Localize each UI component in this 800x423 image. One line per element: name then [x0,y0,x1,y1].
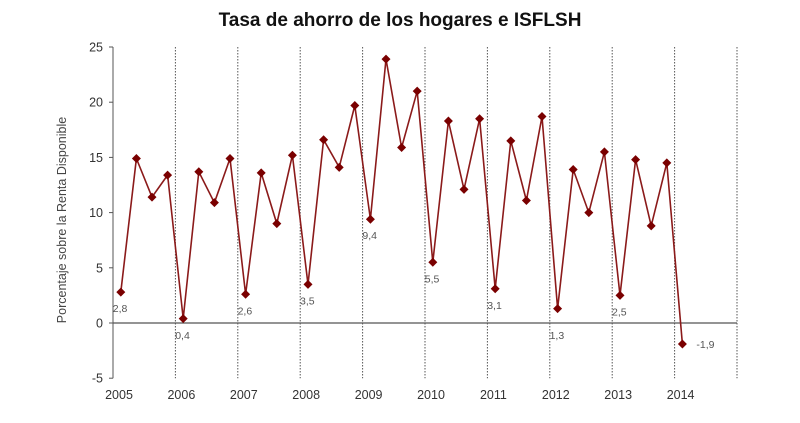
x-tick-label: 2009 [355,388,383,402]
x-tick-label: 2011 [480,388,507,402]
x-tick-label: 2013 [604,388,632,402]
data-label: 1,3 [550,330,565,342]
data-point-marker [303,279,313,289]
data-point-marker [365,214,375,224]
data-point-marker [116,287,126,297]
y-tick-label: 15 [89,151,103,165]
data-point-marker [677,339,687,349]
data-point-marker [178,314,188,324]
data-label: 2,5 [612,306,627,318]
x-tick-label: 2005 [105,388,133,402]
data-point-marker [147,192,157,202]
data-point-marker [443,116,453,126]
data-point-marker [272,219,282,229]
data-point-marker [381,54,391,64]
data-point-marker [319,135,329,145]
data-series [116,54,687,349]
y-axis-label: Porcentaje sobre la Renta Disponible [55,117,69,323]
y-tick-label: 25 [89,41,103,55]
data-point-marker [490,284,500,294]
data-point-marker [334,162,344,172]
data-label: 3,5 [300,295,315,307]
chart-title: Tasa de ahorro de los hogares e ISFLSH [218,10,582,31]
y-axis-ticks: -5 0 5 10 15 20 25 [89,41,113,386]
x-tick-label: 2006 [167,388,195,402]
data-point-marker [131,154,141,164]
data-point-marker [475,114,485,124]
y-tick-label: 5 [96,261,103,275]
data-point-marker [521,195,531,205]
data-point-marker [256,168,266,178]
data-point-marker [553,304,563,314]
data-point-marker [584,208,594,218]
data-point-marker [537,112,547,122]
data-label: 9,4 [362,230,377,242]
data-point-marker [241,289,251,299]
x-tick-label: 2008 [292,388,320,402]
data-point-marker [194,167,204,177]
data-point-marker [662,158,672,168]
data-point-marker [599,147,609,157]
data-point-marker [428,257,438,267]
data-point-marker [615,290,625,300]
data-point-marker [163,170,173,180]
data-label: 2,8 [113,303,128,315]
data-label: -1,9 [696,339,714,351]
data-point-marker [225,154,235,164]
data-point-marker [631,155,641,165]
y-tick-label: 10 [89,206,103,220]
data-point-marker [287,150,297,160]
x-axis-ticks: 2005 2006 2007 2008 2009 2010 2011 2012 2013 2014 [105,388,694,402]
data-labels: 2,8 0,4 2,6 3,5 9,4 5,5 3,1 1,3 2,5 -1,9 [113,230,715,351]
data-point-marker [412,86,422,96]
data-point-marker [397,142,407,152]
data-point-marker [646,221,656,231]
y-tick-label: -5 [92,372,103,386]
x-tick-label: 2014 [667,388,695,402]
vertical-gridlines [174,47,738,379]
x-tick-label: 2010 [417,388,445,402]
data-label: 0,4 [175,330,190,342]
data-point-marker [506,136,516,146]
x-tick-label: 2007 [230,388,258,402]
data-point-marker [459,184,469,194]
y-tick-label: 20 [89,96,103,110]
data-label: 2,6 [238,305,253,317]
series-line [120,58,684,345]
data-point-marker [350,101,360,111]
y-axis-title: Porcentaje sobre la Renta Disponible [55,117,69,323]
data-point-marker [568,165,578,175]
data-label: 5,5 [425,273,440,285]
x-tick-label: 2012 [542,388,570,402]
data-label: 3,1 [487,300,502,312]
data-point-marker [209,198,219,208]
y-tick-label: 0 [96,317,103,331]
